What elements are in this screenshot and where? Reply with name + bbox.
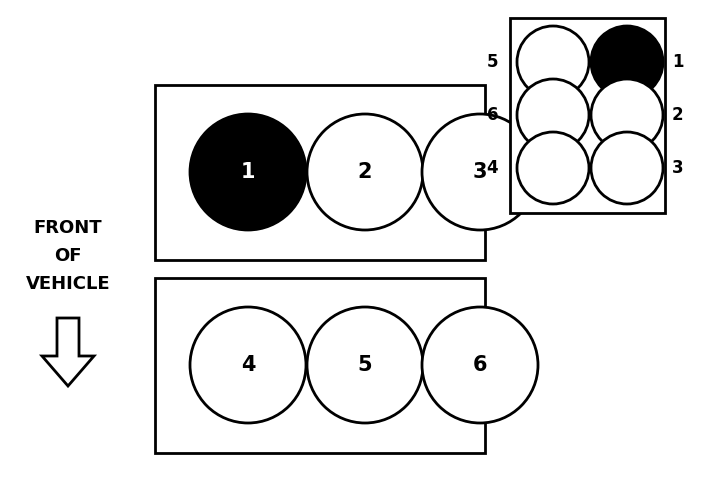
Text: 4: 4	[241, 355, 256, 375]
Circle shape	[517, 26, 589, 98]
Circle shape	[591, 79, 663, 151]
Polygon shape	[42, 318, 94, 386]
Circle shape	[591, 132, 663, 204]
Circle shape	[517, 79, 589, 151]
Circle shape	[307, 307, 423, 423]
Text: 4: 4	[486, 159, 498, 177]
Bar	[155, 278, 485, 453]
Text: 2: 2	[357, 162, 372, 182]
Text: 3: 3	[472, 162, 487, 182]
Bar	[155, 85, 485, 260]
Text: 3: 3	[672, 159, 684, 177]
Circle shape	[190, 114, 306, 230]
Text: VEHICLE: VEHICLE	[25, 275, 111, 293]
Circle shape	[422, 307, 538, 423]
Text: 5: 5	[486, 53, 498, 71]
Circle shape	[190, 307, 306, 423]
Circle shape	[422, 114, 538, 230]
Text: 1: 1	[672, 53, 684, 71]
Text: 6: 6	[486, 106, 498, 124]
Circle shape	[307, 114, 423, 230]
Bar	[510, 18, 665, 213]
Circle shape	[591, 26, 663, 98]
Text: OF: OF	[55, 247, 82, 265]
Circle shape	[517, 132, 589, 204]
Text: 6: 6	[472, 355, 487, 375]
Text: 2: 2	[672, 106, 684, 124]
Text: 1: 1	[241, 162, 256, 182]
Text: 5: 5	[357, 355, 372, 375]
Text: FRONT: FRONT	[33, 219, 103, 237]
